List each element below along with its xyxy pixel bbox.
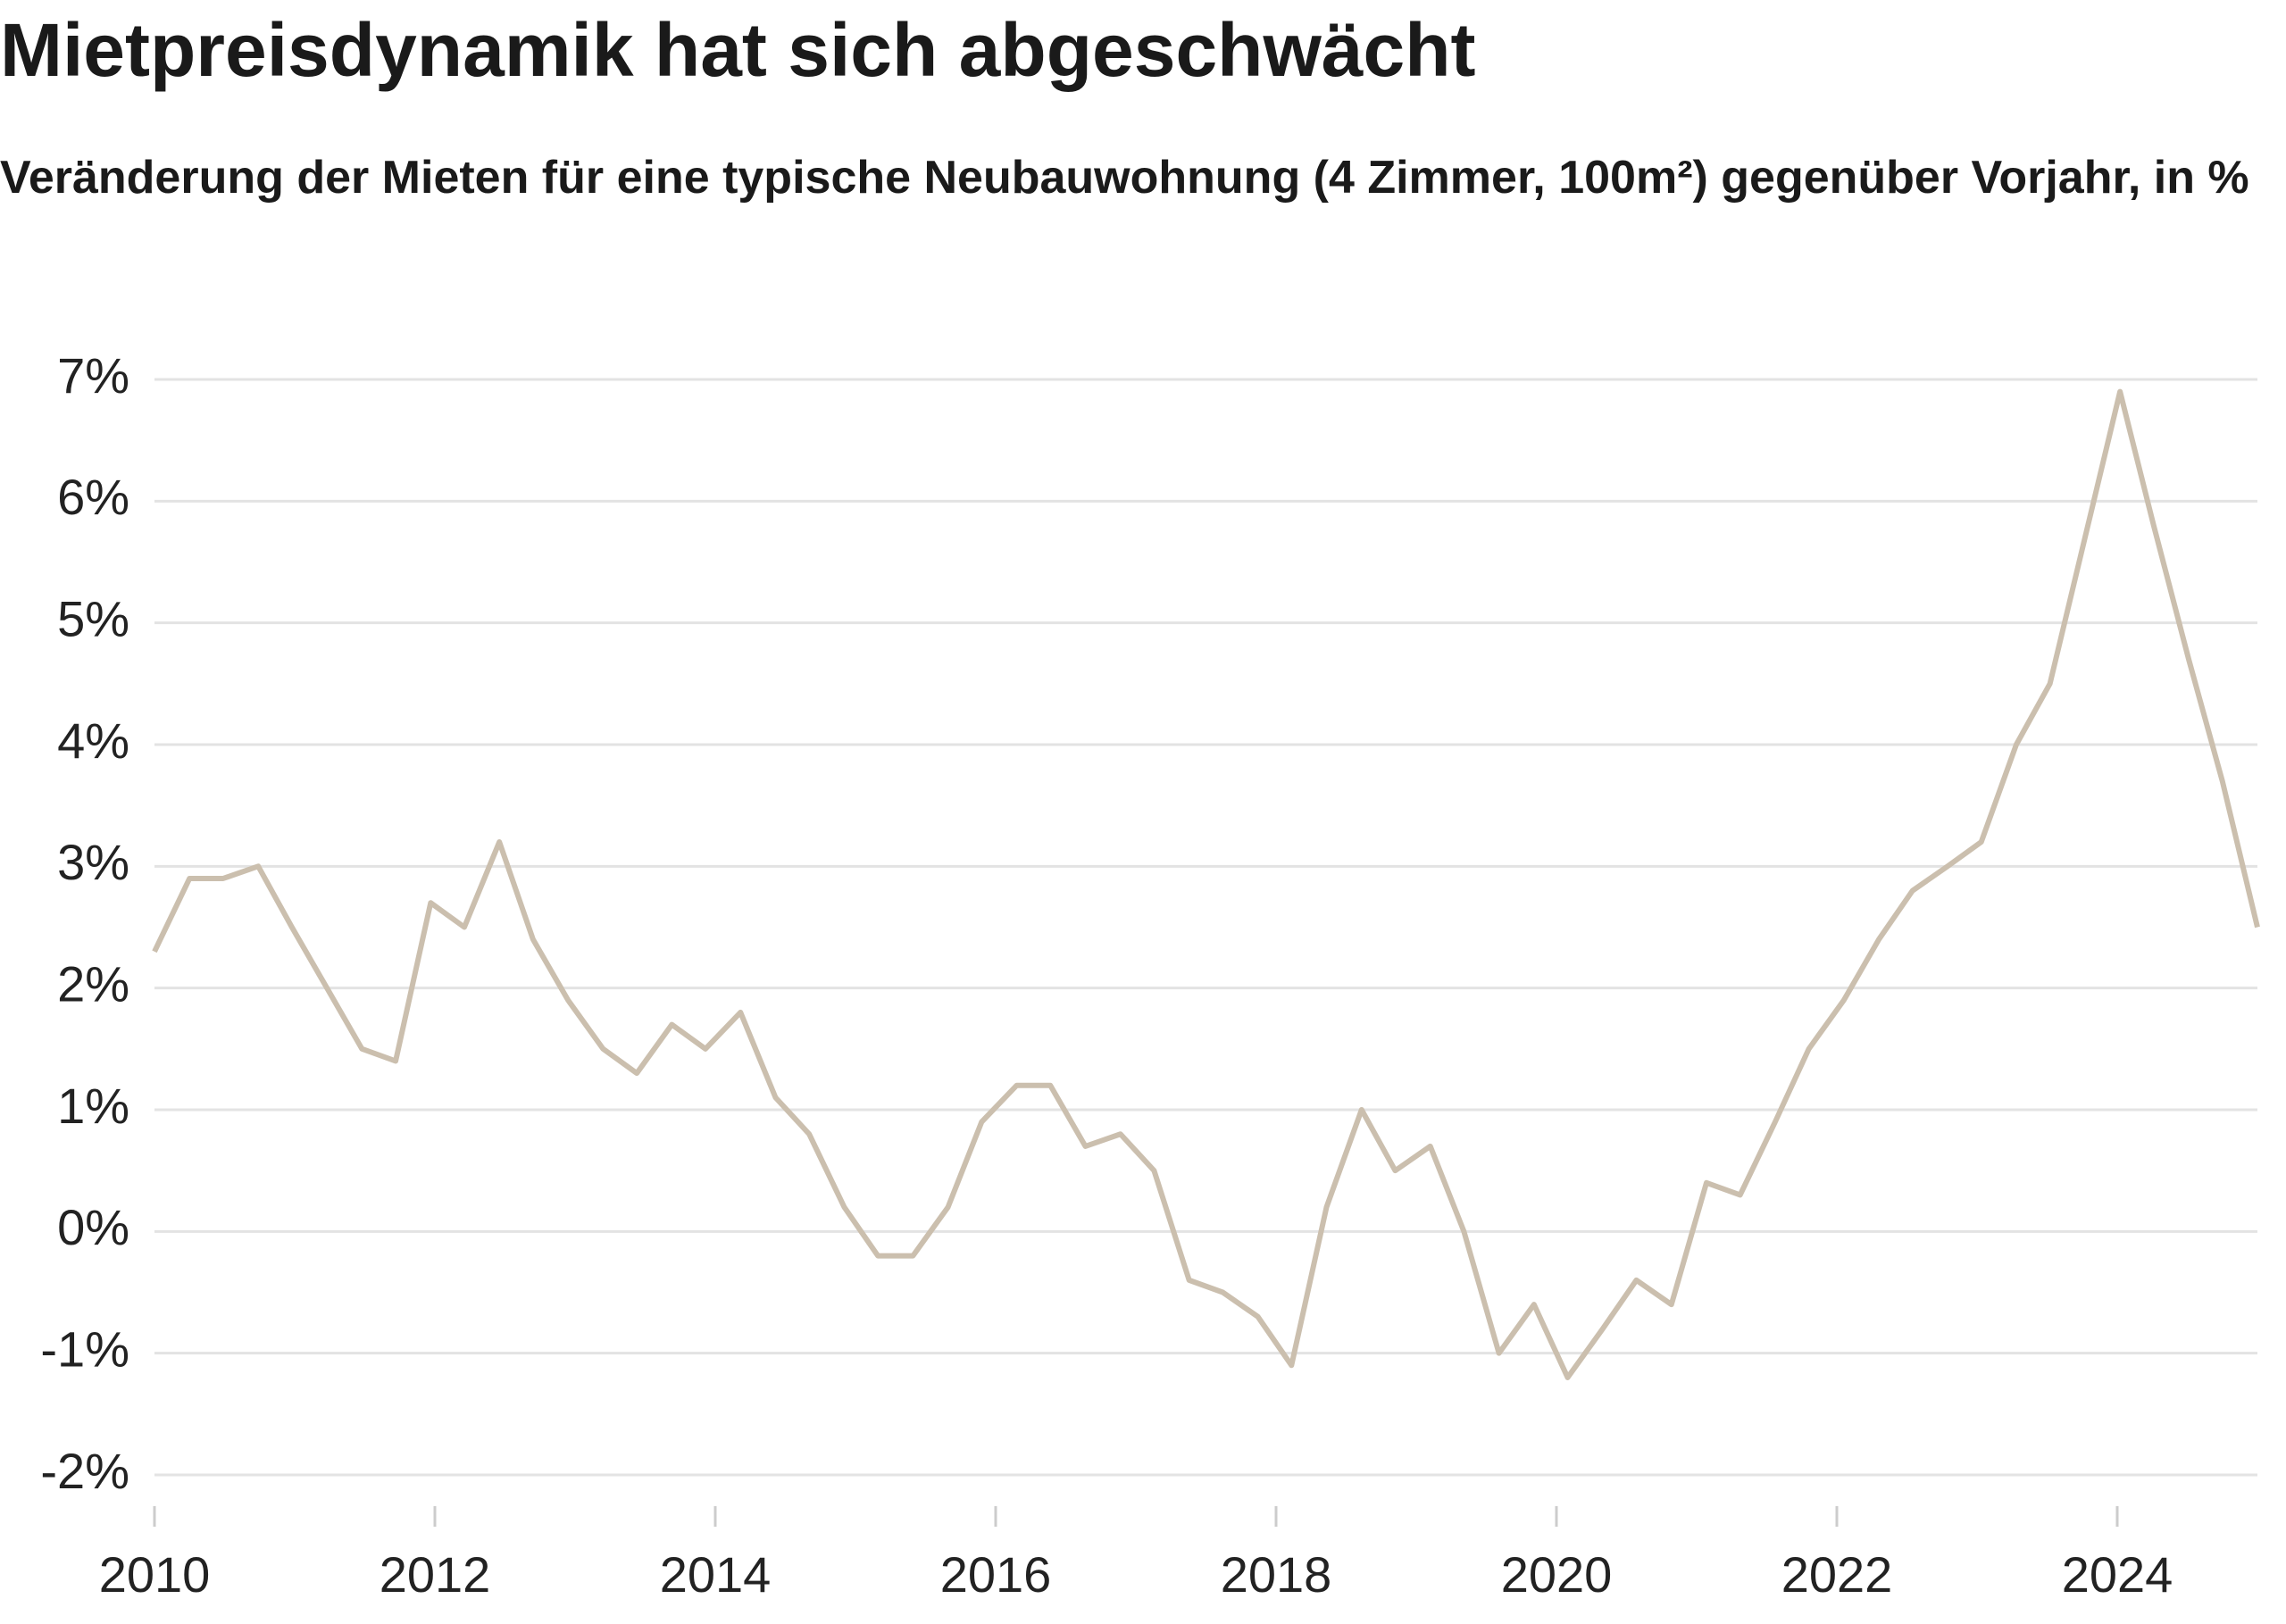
y-tick-label: 0% bbox=[57, 1199, 129, 1255]
chart-title: Mietpreisdynamik hat sich abgeschwächt bbox=[0, 8, 1476, 92]
y-tick-label: -1% bbox=[40, 1320, 129, 1377]
x-tick-label: 2020 bbox=[1501, 1546, 1613, 1603]
chart-subtitle: Veränderung der Mieten für eine typische… bbox=[0, 152, 2249, 204]
y-tick-label: 1% bbox=[57, 1078, 129, 1134]
y-tick-label: 6% bbox=[57, 469, 129, 525]
y-tick-label: -2% bbox=[40, 1443, 129, 1499]
y-tick-label: 3% bbox=[57, 834, 129, 890]
x-tick-label: 2012 bbox=[380, 1546, 491, 1603]
x-tick-label: 2022 bbox=[1781, 1546, 1893, 1603]
x-tick-label: 2016 bbox=[940, 1546, 1052, 1603]
y-tick-label: 4% bbox=[57, 712, 129, 769]
x-tick-label: 2018 bbox=[1221, 1546, 1332, 1603]
x-tick-label: 2010 bbox=[99, 1546, 211, 1603]
y-tick-label: 7% bbox=[57, 347, 129, 404]
y-tick-label: 2% bbox=[57, 955, 129, 1012]
y-tick-label: 5% bbox=[57, 590, 129, 646]
x-tick-label: 2014 bbox=[660, 1546, 772, 1603]
x-tick-label: 2024 bbox=[2062, 1546, 2173, 1603]
data-line bbox=[152, 388, 2260, 1380]
